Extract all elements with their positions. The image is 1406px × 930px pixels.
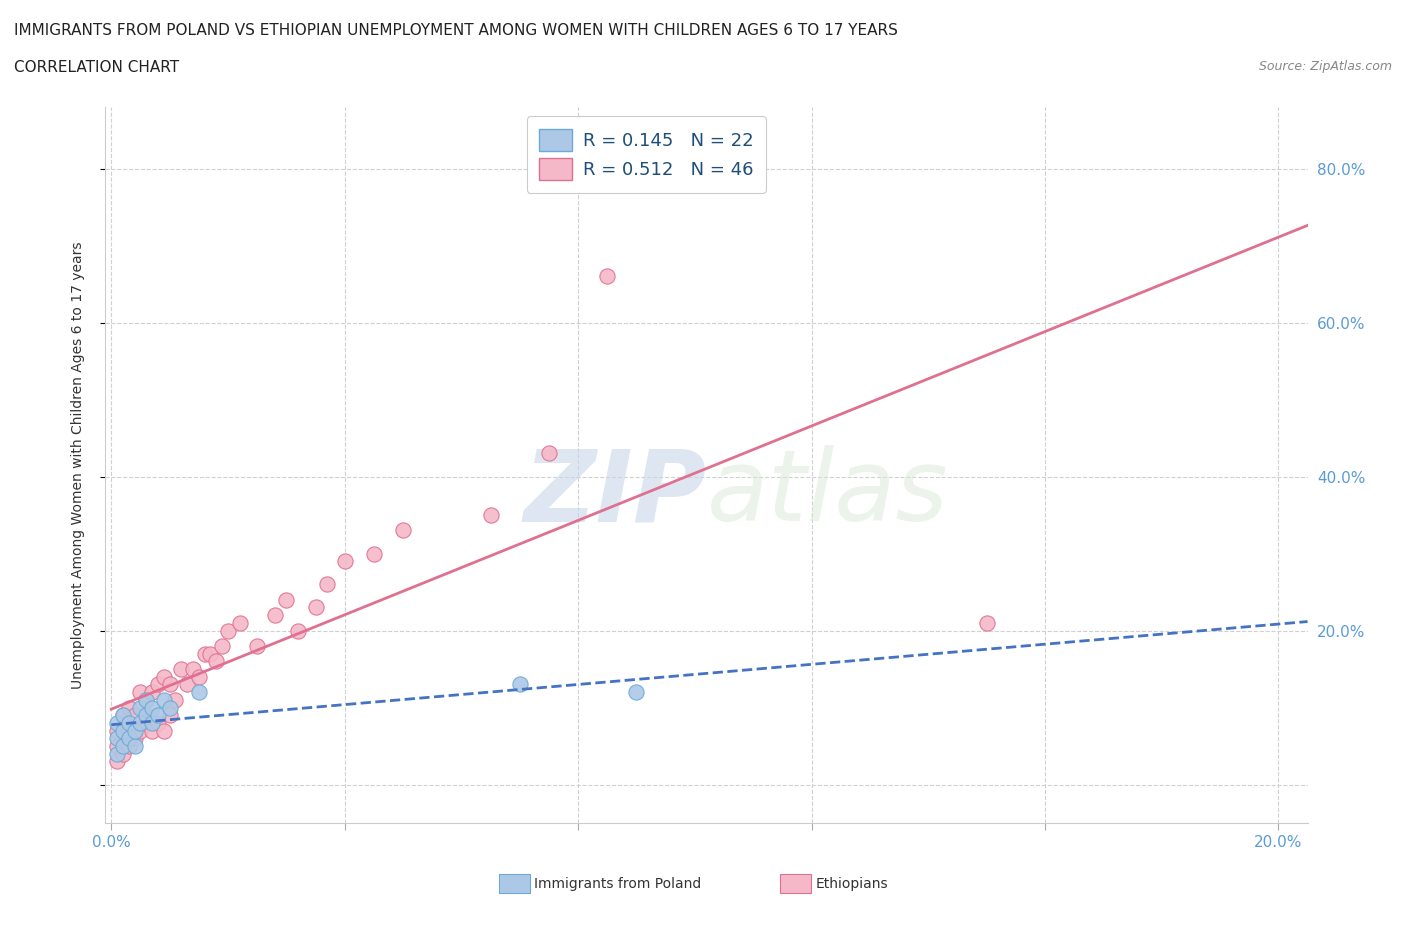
Point xyxy=(124,708,146,723)
Point xyxy=(124,731,146,746)
Point xyxy=(135,693,157,708)
Point xyxy=(124,724,146,738)
Point xyxy=(118,724,141,738)
Point xyxy=(509,677,531,692)
Point xyxy=(111,724,134,738)
Text: IMMIGRANTS FROM POLAND VS ETHIOPIAN UNEMPLOYMENT AMONG WOMEN WITH CHILDREN AGES : IMMIGRANTS FROM POLAND VS ETHIOPIAN UNEM… xyxy=(14,23,898,38)
Text: CORRELATION CHART: CORRELATION CHART xyxy=(14,60,179,75)
Text: Immigrants from Poland: Immigrants from Poland xyxy=(534,876,702,891)
Point xyxy=(626,684,648,699)
Point xyxy=(392,523,415,538)
Point xyxy=(187,670,209,684)
Point xyxy=(111,708,134,723)
Point xyxy=(129,684,152,699)
Point xyxy=(211,639,233,654)
Text: atlas: atlas xyxy=(707,445,948,542)
Point xyxy=(176,677,198,692)
Point xyxy=(165,693,187,708)
Point xyxy=(111,738,134,753)
Point xyxy=(129,724,152,738)
Point xyxy=(146,677,169,692)
Point xyxy=(141,724,163,738)
Point xyxy=(105,754,128,769)
Point xyxy=(304,600,326,615)
Point xyxy=(111,746,134,761)
Text: Source: ZipAtlas.com: Source: ZipAtlas.com xyxy=(1258,60,1392,73)
Point xyxy=(159,700,181,715)
Point xyxy=(537,446,560,461)
Point xyxy=(129,700,152,715)
Point xyxy=(141,700,163,715)
Point xyxy=(105,715,128,730)
Point xyxy=(479,508,502,523)
Point xyxy=(976,616,998,631)
Point xyxy=(146,715,169,730)
Point xyxy=(187,684,209,699)
Point xyxy=(111,708,134,723)
Point xyxy=(124,738,146,753)
Text: Ethiopians: Ethiopians xyxy=(815,876,889,891)
Point xyxy=(181,661,204,676)
Point xyxy=(135,708,157,723)
Legend: R = 0.145   N = 22, R = 0.512   N = 46: R = 0.145 N = 22, R = 0.512 N = 46 xyxy=(527,116,766,193)
Point xyxy=(159,708,181,723)
Point xyxy=(141,684,163,699)
Point xyxy=(170,661,193,676)
Point xyxy=(118,738,141,753)
Point xyxy=(118,700,141,715)
Point xyxy=(141,715,163,730)
Point xyxy=(129,715,152,730)
Point xyxy=(363,546,385,561)
Point xyxy=(596,269,619,284)
Point xyxy=(153,724,176,738)
Point xyxy=(200,646,222,661)
Point xyxy=(146,708,169,723)
Point xyxy=(205,654,228,669)
Point xyxy=(194,646,217,661)
Point xyxy=(105,746,128,761)
Point xyxy=(118,715,141,730)
Point xyxy=(135,715,157,730)
Y-axis label: Unemployment Among Women with Children Ages 6 to 17 years: Unemployment Among Women with Children A… xyxy=(70,241,84,689)
Point xyxy=(135,693,157,708)
Point xyxy=(246,639,269,654)
Point xyxy=(287,623,309,638)
Point xyxy=(118,731,141,746)
Point xyxy=(217,623,239,638)
Point xyxy=(316,577,339,591)
Point xyxy=(153,693,176,708)
Point xyxy=(263,607,285,622)
Text: ZIP: ZIP xyxy=(523,445,707,542)
Point xyxy=(105,724,128,738)
Point xyxy=(159,677,181,692)
Point xyxy=(105,738,128,753)
Point xyxy=(105,731,128,746)
Point xyxy=(153,670,176,684)
Point xyxy=(276,592,298,607)
Point xyxy=(228,616,250,631)
Point xyxy=(333,553,356,568)
